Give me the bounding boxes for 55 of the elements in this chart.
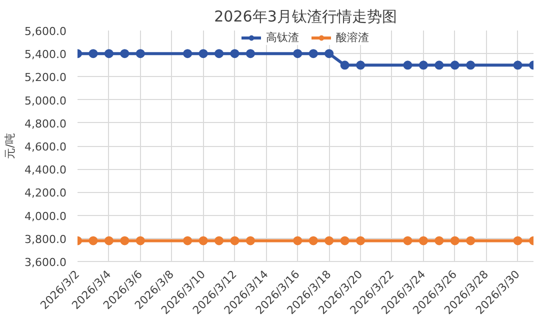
point bbox=[198, 49, 208, 58]
y-tick-label: 5,400.0 bbox=[24, 48, 67, 62]
y-tick-label: 3,600.0 bbox=[24, 256, 67, 269]
point bbox=[418, 236, 428, 246]
point bbox=[214, 236, 224, 246]
point bbox=[293, 236, 302, 246]
point bbox=[356, 236, 366, 246]
point bbox=[183, 49, 192, 58]
y-tick-label: 4,000.0 bbox=[24, 210, 67, 223]
point bbox=[136, 49, 145, 58]
point bbox=[246, 49, 255, 58]
legend-label: 酸溶渣 bbox=[336, 30, 369, 45]
point bbox=[104, 236, 114, 246]
point bbox=[214, 49, 224, 58]
y-tick-label: 5,600.0 bbox=[24, 25, 67, 38]
y-tick-label: 5,000.0 bbox=[24, 94, 67, 108]
point bbox=[466, 60, 476, 70]
point bbox=[324, 236, 334, 246]
point bbox=[324, 49, 334, 58]
point bbox=[308, 236, 318, 246]
point bbox=[513, 236, 522, 246]
point bbox=[104, 49, 114, 58]
point bbox=[418, 60, 428, 70]
y-tick-label: 3,800.0 bbox=[24, 232, 67, 246]
point bbox=[513, 60, 522, 70]
point bbox=[434, 236, 444, 246]
point bbox=[198, 236, 208, 246]
y-tick-label: 4,200.0 bbox=[24, 186, 67, 200]
point bbox=[183, 236, 192, 246]
point bbox=[434, 60, 444, 70]
point bbox=[120, 49, 130, 58]
legend-label: 高钛渣 bbox=[266, 30, 299, 45]
point bbox=[88, 49, 98, 58]
point bbox=[356, 60, 366, 70]
point bbox=[340, 236, 350, 246]
y-axis-title: 元/吨 bbox=[4, 133, 17, 159]
y-tick-label: 4,600.0 bbox=[24, 140, 67, 154]
point bbox=[136, 236, 145, 246]
point bbox=[450, 60, 460, 70]
point bbox=[450, 236, 460, 246]
chart-title: 2026年3月钛渣行情走势图 bbox=[214, 8, 397, 26]
point bbox=[403, 236, 412, 246]
point bbox=[340, 60, 350, 70]
y-tick-label: 4,800.0 bbox=[24, 117, 67, 130]
point bbox=[293, 49, 302, 58]
y-tick-label: 5,200.0 bbox=[24, 71, 67, 84]
point bbox=[120, 236, 130, 246]
point bbox=[230, 49, 240, 58]
point bbox=[308, 49, 318, 58]
point bbox=[403, 60, 412, 70]
point bbox=[466, 236, 476, 246]
point bbox=[230, 236, 240, 246]
y-tick-label: 4,400.0 bbox=[24, 164, 67, 177]
point bbox=[246, 236, 255, 246]
point bbox=[88, 236, 98, 246]
